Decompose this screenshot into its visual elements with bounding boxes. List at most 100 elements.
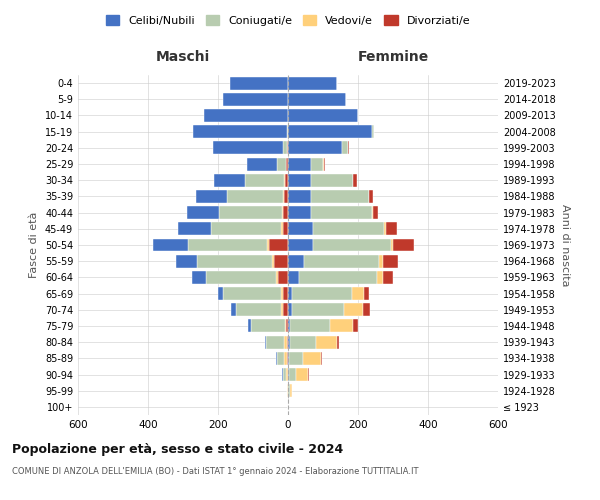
Bar (284, 174, 288, 186)
Bar (223, 287, 281, 300)
Bar (288, 287, 292, 300)
Bar (276, 352, 277, 365)
Bar (364, 287, 369, 300)
Bar (353, 174, 357, 186)
Bar (303, 352, 320, 365)
Bar (337, 336, 339, 348)
Bar (283, 287, 288, 300)
Bar (288, 271, 299, 284)
Bar (281, 304, 283, 316)
Bar (288, 190, 311, 203)
Bar (368, 190, 369, 203)
Bar (230, 76, 288, 90)
Bar (288, 76, 337, 90)
Bar (288, 174, 311, 186)
Bar (192, 271, 206, 284)
Bar (347, 142, 348, 154)
Bar (316, 336, 337, 348)
Bar (227, 190, 283, 203)
Bar (283, 304, 288, 316)
Bar (214, 174, 245, 186)
Bar (232, 304, 235, 316)
Bar (373, 206, 379, 219)
Bar (277, 352, 284, 365)
Bar (313, 238, 391, 252)
Bar (187, 206, 218, 219)
Bar (372, 206, 373, 219)
Bar (348, 142, 349, 154)
Bar (311, 158, 323, 170)
Bar (206, 271, 276, 284)
Bar (267, 238, 269, 252)
Bar (311, 206, 372, 219)
Bar (288, 125, 372, 138)
Bar (296, 368, 308, 381)
Legend: Celibi/Nubili, Coniugati/e, Vedovi/e, Divorziati/e: Celibi/Nubili, Coniugati/e, Vedovi/e, Di… (101, 10, 475, 30)
Bar (188, 238, 267, 252)
Bar (288, 352, 289, 365)
Bar (372, 125, 374, 138)
Bar (369, 190, 373, 203)
Bar (289, 352, 303, 365)
Bar (288, 336, 290, 348)
Y-axis label: Fasce di età: Fasce di età (29, 212, 39, 278)
Bar (247, 158, 277, 170)
Bar (286, 320, 288, 332)
Bar (153, 238, 188, 252)
Bar (383, 254, 398, 268)
Bar (287, 384, 288, 397)
Bar (193, 125, 287, 138)
Bar (288, 304, 292, 316)
Text: COMUNE DI ANZOLA DELL'EMILIA (BO) - Dati ISTAT 1° gennaio 2024 - Elaborazione TU: COMUNE DI ANZOLA DELL'EMILIA (BO) - Dati… (12, 468, 419, 476)
Bar (292, 287, 352, 300)
Bar (248, 320, 251, 332)
Bar (284, 352, 287, 365)
Bar (284, 320, 286, 332)
Bar (274, 254, 288, 268)
Bar (290, 320, 330, 332)
Bar (269, 238, 288, 252)
Bar (288, 368, 289, 381)
Bar (288, 206, 311, 219)
Bar (286, 368, 288, 381)
Bar (284, 336, 287, 348)
Bar (384, 222, 386, 235)
Bar (330, 320, 353, 332)
Bar (283, 190, 284, 203)
Bar (299, 271, 377, 284)
Text: Maschi: Maschi (156, 50, 210, 64)
Bar (290, 384, 292, 397)
Bar (304, 254, 379, 268)
Bar (344, 304, 363, 316)
Bar (288, 254, 304, 268)
Bar (218, 287, 223, 300)
Text: Femmine: Femmine (358, 50, 428, 64)
Text: Popolazione per età, sesso e stato civile - 2024: Popolazione per età, sesso e stato civil… (12, 442, 343, 456)
Bar (178, 222, 211, 235)
Bar (284, 190, 288, 203)
Bar (383, 271, 393, 284)
Bar (196, 190, 227, 203)
Bar (311, 174, 353, 186)
Bar (313, 222, 384, 235)
Bar (288, 238, 313, 252)
Bar (282, 206, 283, 219)
Bar (266, 336, 284, 348)
Bar (277, 271, 288, 284)
Bar (353, 320, 358, 332)
Bar (282, 368, 283, 381)
Bar (288, 142, 342, 154)
Bar (324, 158, 325, 170)
Bar (377, 271, 383, 284)
Bar (287, 336, 288, 348)
Bar (251, 320, 284, 332)
Bar (286, 158, 288, 170)
Bar (289, 368, 296, 381)
Bar (288, 222, 313, 235)
Bar (176, 254, 197, 268)
Bar (363, 304, 370, 316)
Bar (211, 222, 281, 235)
Bar (288, 109, 358, 122)
Bar (245, 174, 284, 186)
Bar (288, 384, 290, 397)
